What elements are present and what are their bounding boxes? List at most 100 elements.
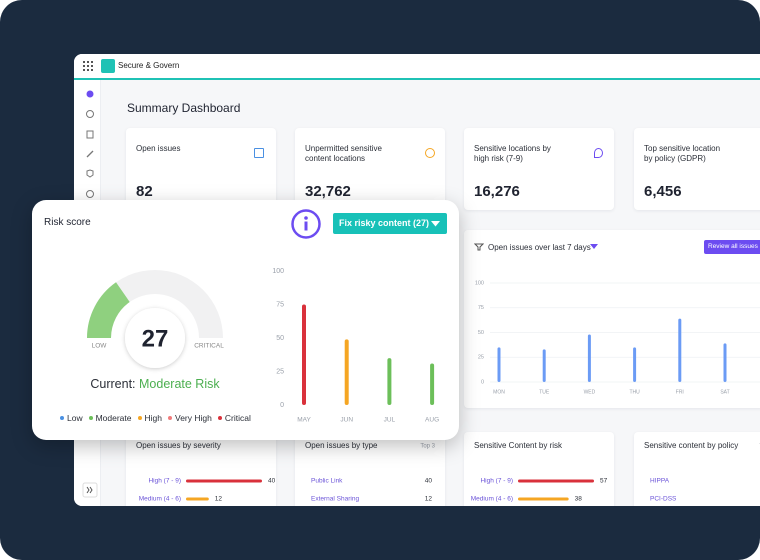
- x-tick-label: MAY: [297, 417, 311, 424]
- breakdown-title: Open issues by severity: [136, 441, 221, 450]
- risk-card: Risk score Fix risky content (27) 27 LOW…: [32, 200, 459, 440]
- y-tick-label: 0: [481, 379, 484, 385]
- row-value: 12: [425, 496, 433, 503]
- row-label: Medium (4 - 6): [471, 496, 513, 503]
- breakdown-card: Sensitive Content by risk High (7 - 9) 57 M…: [464, 432, 614, 506]
- row-label: External Sharing: [311, 496, 359, 503]
- breakdown-title: Sensitive content by policy: [644, 441, 738, 450]
- legend-dot: [88, 416, 93, 420]
- y-tick-label: 25: [478, 355, 484, 361]
- legend-dot: [60, 416, 64, 420]
- fix-button-label: Fix risky content (27): [339, 218, 430, 228]
- y-tick-label: 75: [478, 305, 484, 311]
- row-label: PCI-DSS: [650, 496, 677, 503]
- row-label: High (7 - 9): [480, 478, 513, 485]
- row-bar: [518, 497, 569, 501]
- bar: [678, 318, 682, 382]
- breakdown-content: Open issues by type Top 3 Public Link 40 Ext…: [305, 441, 436, 503]
- breakdown-title: Open issues by type: [305, 441, 378, 450]
- card-title: Sensitive locations by high risk (7-9): [474, 144, 551, 163]
- apps-menu[interactable]: [82, 60, 94, 72]
- bar: [497, 347, 501, 382]
- legend-label: Low: [67, 413, 83, 423]
- legend-item: Very High: [168, 413, 212, 423]
- y-tick-label: 100: [475, 280, 484, 286]
- card-value: 32,762: [305, 183, 351, 200]
- breakdown-card: Open issues by severity High (7 - 9) 40 Med…: [126, 432, 276, 506]
- y-tick-label: 100: [272, 268, 284, 275]
- gauge-high: CRITICAL: [194, 343, 224, 350]
- bar: [633, 347, 637, 382]
- fix-button[interactable]: Fix risky content (27): [333, 213, 447, 234]
- risk-score: 27: [142, 325, 169, 352]
- legend-item: Low: [60, 413, 83, 423]
- card-icon: [254, 148, 264, 158]
- card-title: Unpermitted sensitive content locations: [305, 144, 382, 163]
- issues-chart: 0 25 50 75 100 MON TUE WED THU FRI SAT: [475, 280, 760, 395]
- y-tick-label: 50: [276, 335, 284, 342]
- legend-dot: [168, 416, 172, 420]
- breakdown-title: Sensitive Content by risk: [474, 441, 563, 450]
- breakdown-content: Sensitive Content by risk High (7 - 9) 57 M…: [471, 441, 608, 503]
- legend-item: High: [137, 413, 162, 423]
- card-value: 82: [136, 183, 153, 200]
- gauge-center: [125, 308, 185, 368]
- card-title: Top sensitive location by policy (GDPR): [644, 144, 721, 163]
- y-tick-label: 0: [280, 402, 284, 409]
- breakdown-note: Top 3: [420, 444, 435, 450]
- page-title: Summary Dashboard: [127, 101, 241, 115]
- bar: [302, 304, 306, 405]
- row-value: 12: [215, 496, 223, 503]
- legend-dot: [217, 416, 222, 420]
- gauge-track: [87, 270, 223, 338]
- chart-panel: Open issues over last 7 days Review all …: [464, 230, 760, 408]
- risk-title: Risk score: [44, 217, 91, 228]
- row-value: 38: [575, 496, 583, 503]
- x-tick-label: THU: [629, 389, 640, 395]
- bar: [723, 343, 727, 382]
- fix-button-arrow: [431, 221, 440, 227]
- info-icon[interactable]: [290, 208, 322, 240]
- legend-label: Very High: [175, 413, 212, 423]
- sidebar-icons[interactable]: [74, 80, 100, 506]
- dropdown-arrow[interactable]: [590, 244, 598, 250]
- risk-history-chart: 0 25 50 75 100 MAY JUN JUL AUG: [272, 268, 439, 424]
- card-value: 6,456: [644, 183, 682, 200]
- app-logo: [101, 59, 115, 73]
- row-value: 40: [268, 478, 276, 485]
- legend-label: High: [144, 413, 162, 423]
- filter-icon[interactable]: [474, 242, 484, 252]
- risk-status: Current: Moderate Risk: [90, 377, 220, 391]
- card-value: 16,276: [474, 183, 520, 200]
- y-tick-label: 25: [276, 368, 284, 375]
- bar: [344, 339, 349, 405]
- breakdown-card: Sensitive content by policyTop 3HIPPAPCI…: [634, 432, 760, 506]
- review-button[interactable]: Review all issues: [704, 240, 760, 254]
- bar: [542, 349, 546, 382]
- x-tick-label: JUN: [340, 417, 353, 424]
- breakdown-content: Open issues by severity High (7 - 9) 40 Med…: [136, 441, 276, 503]
- stat-card: Open issues 82: [126, 128, 276, 210]
- card-title: Open issues: [136, 144, 181, 153]
- bar: [587, 334, 591, 382]
- row-value: 40: [425, 478, 433, 485]
- row-value: 57: [600, 478, 608, 485]
- y-tick-label: 75: [276, 301, 284, 308]
- app-header: Secure & Govern: [74, 54, 760, 80]
- gauge-low: LOW: [92, 343, 108, 350]
- x-tick-label: WED: [584, 389, 596, 395]
- row-bar: [518, 479, 594, 483]
- card-icon: [425, 148, 435, 158]
- x-tick-label: JUL: [384, 417, 396, 424]
- status-value: Moderate Risk: [139, 377, 220, 391]
- row-bar: [186, 479, 262, 483]
- breakdown-content: Sensitive content by policyTop 3HIPPAPCI…: [644, 441, 760, 503]
- y-tick-label: 50: [478, 330, 484, 336]
- x-tick-label: SAT: [720, 389, 729, 395]
- status-prefix: Current:: [90, 377, 135, 391]
- card-icon: [594, 148, 603, 158]
- row-bar: [186, 497, 209, 501]
- breakdown-card: Open issues by type Top 3 Public Link 40 Ext…: [295, 432, 445, 506]
